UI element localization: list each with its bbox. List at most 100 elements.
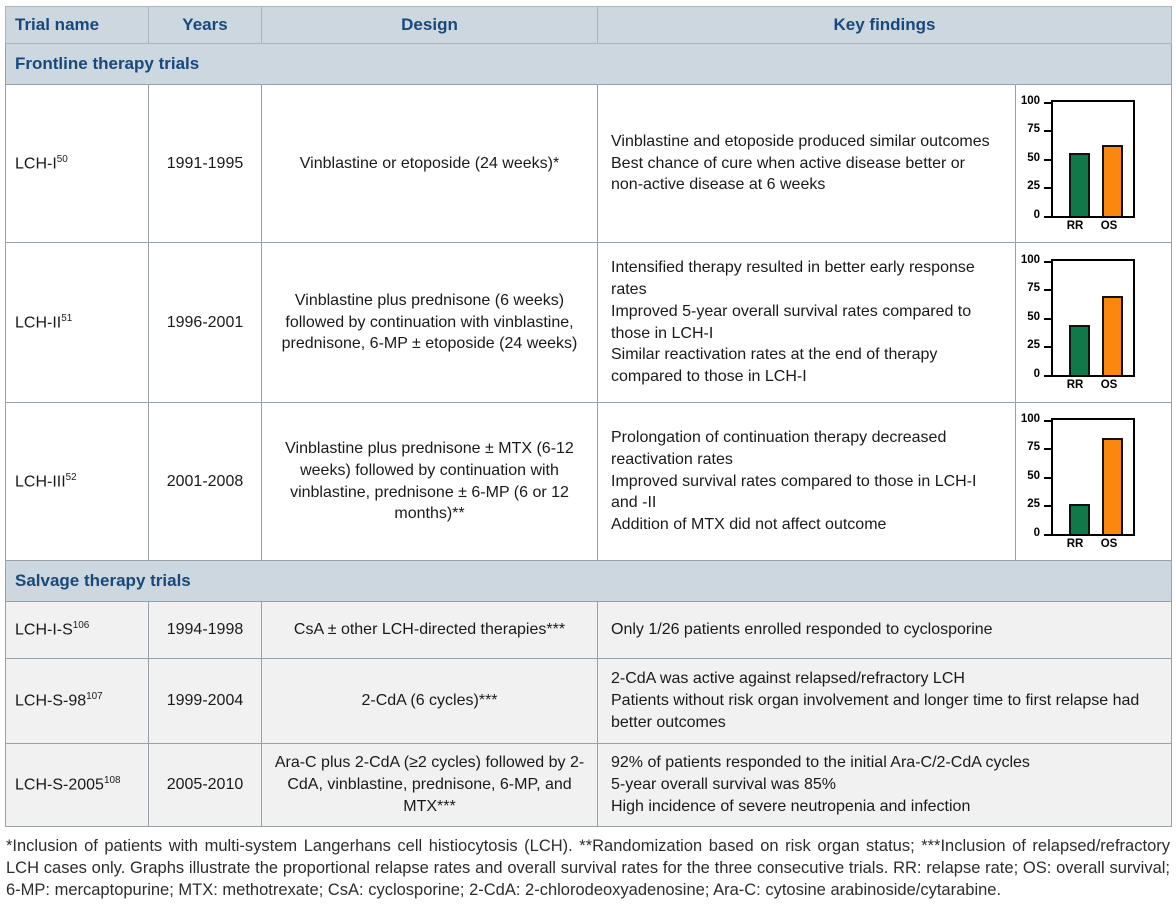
y-tick-mark: [1044, 476, 1051, 479]
section-header-frontline: Frontline therapy trials: [4, 43, 1173, 85]
x-axis-labels: RR OS: [1051, 536, 1135, 550]
x-tick-label: RR: [1066, 219, 1084, 232]
chart-plot-area: 0 25 50 75 100: [1021, 413, 1135, 539]
column-header-design: Design: [261, 6, 598, 44]
chart-cell: 0 25 50 75 100 RR OS: [1014, 242, 1173, 403]
trial-name-cell: LCH-I50: [5, 84, 149, 243]
design-cell: 2-CdA (6 cycles)***: [261, 658, 598, 744]
chart-cell: 0 25 50 75 100 RR OS: [1014, 402, 1173, 561]
footnote: *Inclusion of patients with multi-system…: [6, 836, 1170, 899]
column-header-key-findings: Key findings: [596, 6, 1173, 44]
reference-superscript: 51: [61, 312, 73, 324]
bar-os: [1102, 437, 1123, 534]
years-cell: 1991-1995: [148, 84, 262, 243]
finding-line: Prolongation of continuation therapy dec…: [611, 428, 947, 468]
key-findings-cell: 92% of patients responded to the initial…: [596, 743, 1173, 827]
reference-superscript: 52: [65, 471, 77, 483]
table-row-lch-iii: LCH-III52 2001-2008 Vinblastine plus pre…: [5, 402, 1173, 561]
design-cell: Ara-C plus 2-CdA (≥2 cycles) followed by…: [261, 743, 598, 827]
y-tick-mark: [1044, 505, 1051, 507]
trial-name-cell: LCH-S-98107: [5, 658, 149, 744]
years-cell: 1994-1998: [148, 601, 262, 659]
years-cell: 1996-2001: [148, 242, 262, 403]
section-title: Salvage therapy trials: [4, 560, 1173, 602]
design-cell: CsA ± other LCH-directed therapies***: [261, 601, 598, 659]
y-tick-label: 75: [1027, 282, 1040, 294]
design-cell: Vinblastine or etoposide (24 weeks)*: [261, 84, 598, 243]
y-tick-mark: [1044, 187, 1051, 189]
y-tick-mark: [1044, 289, 1051, 291]
reference-superscript: 108: [103, 775, 121, 787]
y-tick-label: 0: [1033, 208, 1040, 221]
design-cell: Vinblastine plus prednisone ± MTX (6-12 …: [261, 402, 598, 561]
bar-os: [1102, 295, 1123, 375]
y-tick-mark: [1044, 158, 1051, 161]
finding-line: 5-year overall survival was 85%: [611, 775, 836, 793]
trial-name: LCH-I-S: [15, 621, 73, 639]
years-cell: 2005-2010: [148, 743, 262, 827]
trial-name: LCH-III: [15, 473, 66, 491]
key-findings-cell: Only 1/26 patients enrolled responded to…: [596, 601, 1173, 659]
y-tick-label: 25: [1027, 339, 1040, 351]
y-tick-label: 100: [1020, 253, 1040, 266]
y-tick-mark: [1044, 448, 1051, 450]
y-tick-mark: [1044, 215, 1051, 218]
finding-line: Addition of MTX did not affect outcome: [611, 516, 887, 534]
y-tick-mark: [1044, 260, 1051, 263]
y-tick-mark: [1044, 374, 1051, 377]
finding-line: Improved 5-year overall survival rates c…: [611, 302, 972, 342]
x-tick-label: OS: [1100, 537, 1118, 550]
y-tick-label: 75: [1027, 123, 1040, 135]
y-tick-mark: [1044, 533, 1051, 536]
trial-name: LCH-II: [15, 314, 62, 332]
trial-name: LCH-S-2005: [15, 776, 104, 794]
reference-superscript: 107: [86, 691, 103, 703]
x-axis-labels: RR OS: [1051, 218, 1135, 232]
y-tick-mark: [1044, 419, 1051, 422]
x-axis-labels: RR OS: [1051, 377, 1135, 391]
finding-line: Best chance of cure when active disease …: [611, 154, 965, 194]
bar-chart-lch-ii: 0 25 50 75 100 RR OS: [1017, 254, 1171, 391]
section-header-salvage: Salvage therapy trials: [4, 560, 1173, 602]
x-tick-label: RR: [1066, 537, 1084, 550]
finding-line: 92% of patients responded to the initial…: [611, 754, 1030, 771]
trial-name-cell: LCH-III52: [5, 402, 149, 561]
y-tick-mark: [1044, 130, 1051, 132]
y-tick-label: 25: [1027, 180, 1040, 192]
trial-name: LCH-I: [15, 155, 57, 173]
y-tick-label: 100: [1020, 94, 1040, 107]
trial-name-cell: LCH-S-2005108: [5, 743, 149, 827]
y-tick-label: 25: [1027, 498, 1040, 510]
bar-os: [1102, 144, 1123, 216]
bar-rr: [1069, 325, 1090, 375]
y-tick-label: 0: [1033, 526, 1040, 539]
key-findings-cell: Intensified therapy resulted in better e…: [597, 242, 1016, 403]
y-tick-label: 50: [1027, 469, 1040, 482]
y-tick-mark: [1044, 346, 1051, 348]
y-tick-label: 75: [1027, 441, 1040, 453]
trial-name-cell: LCH-II51: [5, 242, 149, 403]
key-findings-cell: Vinblastine and etoposide produced simil…: [597, 84, 1016, 243]
bar-rr: [1069, 503, 1090, 534]
bar-chart-lch-iii: 0 25 50 75 100 RR OS: [1017, 413, 1171, 550]
table-row-lch-s-2005: LCH-S-2005108 2005-2010 Ara-C plus 2-CdA…: [5, 743, 1173, 827]
chart-cell: 0 25 50 75 100 RR OS: [1014, 84, 1173, 243]
key-findings-cell: 2-CdA was active against relapsed/refrac…: [596, 658, 1173, 744]
reference-superscript: 50: [56, 153, 68, 165]
y-tick-mark: [1044, 101, 1051, 104]
x-tick-label: OS: [1100, 219, 1118, 232]
y-tick-label: 0: [1033, 367, 1040, 380]
y-tick-label: 50: [1027, 151, 1040, 164]
y-tick-mark: [1044, 317, 1051, 320]
section-title: Frontline therapy trials: [4, 43, 1173, 85]
y-tick-label: 50: [1027, 310, 1040, 323]
finding-line: Improved survival rates compared to thos…: [611, 472, 977, 512]
chart-plot-area: 0 25 50 75 100: [1021, 95, 1135, 221]
table-row-lch-i-s: LCH-I-S106 1994-1998 CsA ± other LCH-dir…: [5, 601, 1173, 659]
table-header-row: Trial name Years Design Key findings: [5, 6, 1173, 44]
finding-line: Vinblastine and etoposide produced simil…: [611, 132, 990, 150]
finding-line: Similar reactivation rates at the end of…: [611, 346, 938, 386]
finding-line: Patients without risk organ involvement …: [611, 692, 1140, 731]
table-row-lch-s-98: LCH-S-98107 1999-2004 2-CdA (6 cycles)**…: [5, 658, 1173, 744]
chart-plot-area: 0 25 50 75 100: [1021, 254, 1135, 380]
